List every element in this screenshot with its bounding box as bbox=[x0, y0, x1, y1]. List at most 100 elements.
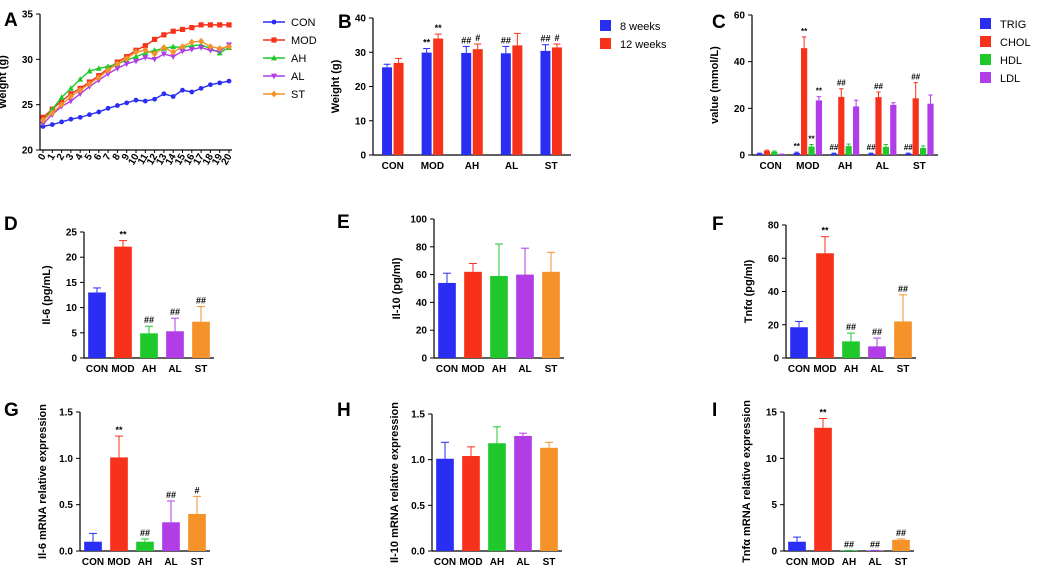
panel-g-bar-st bbox=[188, 513, 206, 551]
panel-a-ah-point bbox=[58, 94, 65, 100]
panel-a-st-point bbox=[133, 48, 139, 56]
panel-c-legend-swatch bbox=[980, 36, 991, 47]
panel-e-ytick-label: 20 bbox=[416, 326, 428, 337]
panel-a-legend-point bbox=[271, 19, 277, 25]
panel-a-legend-label: CON bbox=[291, 17, 316, 29]
panel-e-ytick-label: 100 bbox=[410, 215, 427, 226]
panel-i-bar-mod bbox=[814, 427, 832, 551]
panel-f-bar-st bbox=[894, 321, 912, 358]
panel-a-xtick-label: 19 bbox=[210, 152, 225, 168]
panel-d-bar-con bbox=[88, 292, 106, 358]
panel-b-ytick-label: 20 bbox=[355, 82, 367, 93]
panel-h: 0.0 0.5 1.0 1.5 Il-10 mRNA relative expressi… bbox=[337, 400, 562, 568]
panel-a-con-point bbox=[142, 98, 148, 104]
panel-f-significance-mark: ## bbox=[846, 322, 856, 332]
panel-h-y-axis-label: Il-10 mRNA relative expression bbox=[389, 402, 401, 563]
panel-c-significance-mark: ## bbox=[867, 143, 876, 152]
panel-a-st-point bbox=[142, 46, 149, 54]
panel-h-xtick-label: MOD bbox=[459, 557, 482, 568]
panel-a-al-point bbox=[160, 51, 167, 58]
panel-a-al-point bbox=[142, 55, 149, 61]
panel-a-st-point bbox=[49, 109, 56, 117]
panel-a-al-point bbox=[198, 45, 205, 51]
panel-c-bar-trig bbox=[868, 153, 875, 155]
panel-f-xtick-label: ST bbox=[897, 364, 910, 375]
panel-d-ytick-label: 0 bbox=[71, 354, 77, 365]
panel-e-panel-label: E bbox=[337, 212, 350, 233]
panel-b-significance-mark: ## bbox=[501, 35, 511, 45]
panel-a-con-point bbox=[161, 91, 167, 97]
panel-a-al-point bbox=[123, 61, 130, 68]
panel-c-ytick-label: 40 bbox=[734, 57, 746, 68]
panel-a-al-point bbox=[40, 121, 46, 127]
panel-a-ah-point bbox=[95, 65, 102, 71]
panel-c-legend-swatch bbox=[980, 72, 991, 83]
panel-b-legend-label: 8 weeks bbox=[620, 21, 661, 33]
panel-g-significance-mark: ** bbox=[115, 425, 123, 435]
panel-g-y-axis-label: Il-6 mRNA relative expression bbox=[37, 404, 49, 559]
panel-i: 0 5 10 15 Tnfα mRNA relative expression I CON M… bbox=[712, 400, 914, 568]
panel-e-ytick-label: 40 bbox=[416, 298, 428, 309]
panel-a-xtick-label: 0 bbox=[36, 152, 49, 163]
panel-a-xtick-label: 8 bbox=[111, 152, 124, 163]
panel-c-bar-chol bbox=[875, 97, 882, 155]
panel-i-significance-mark: ## bbox=[896, 528, 906, 538]
panel-d-ytick-label: 10 bbox=[66, 303, 78, 314]
panel-a-ytick-label: 20 bbox=[22, 146, 34, 157]
panel-a-mod-point bbox=[189, 25, 195, 31]
panel-e-xtick-label: MOD bbox=[461, 364, 484, 375]
panel-i-significance-mark: ## bbox=[844, 539, 854, 549]
panel-g-ytick-label: 0.0 bbox=[59, 547, 73, 558]
panel-b-ytick-label: 0 bbox=[360, 151, 366, 162]
panel-i-significance-mark: ## bbox=[870, 539, 880, 549]
panel-a-con-point bbox=[180, 87, 185, 93]
panel-g-bar-mod bbox=[110, 457, 128, 551]
panel-c-bar-ldl bbox=[890, 104, 897, 155]
panel-a-con-point bbox=[170, 94, 176, 99]
panel-a-st-point bbox=[188, 38, 195, 46]
panel-a-mod-point bbox=[217, 22, 223, 28]
panel-a-con-point bbox=[124, 100, 130, 106]
panel-a-legend-point bbox=[271, 37, 277, 43]
panel-i-ytick-label: 15 bbox=[766, 408, 778, 419]
panel-a-mod-point bbox=[226, 22, 232, 28]
panel-a-al-point bbox=[151, 56, 158, 63]
panel-a-xtick-label: 10 bbox=[127, 152, 142, 168]
panel-a-xtick-label: 17 bbox=[192, 152, 207, 168]
panel-b-xtick-label: MOD bbox=[421, 161, 444, 172]
panel-a-con-point bbox=[96, 109, 102, 115]
panel-c-bar-ldl bbox=[853, 106, 860, 155]
panel-a-st-point bbox=[179, 43, 186, 51]
panel-a-xtick-label: 9 bbox=[120, 152, 133, 163]
panel-d-significance-mark: ## bbox=[144, 315, 154, 325]
panel-g-xtick-label: CON bbox=[82, 557, 104, 568]
panel-c-significance-mark: ** bbox=[816, 87, 823, 96]
panel-g-xtick-label: AL bbox=[164, 557, 177, 568]
panel-g-significance-mark: ## bbox=[140, 528, 150, 538]
panel-a-st-point bbox=[207, 43, 214, 51]
panel-a-ah-point bbox=[77, 76, 84, 82]
panel-b-significance-mark: ** bbox=[423, 37, 431, 47]
panel-c-bar-chol bbox=[801, 48, 808, 156]
panel-a-panel-label: A bbox=[4, 10, 18, 31]
panel-a-st-point bbox=[86, 80, 93, 88]
panel-c-significance-mark: ## bbox=[837, 79, 846, 88]
panel-c-bar-chol bbox=[912, 98, 919, 155]
panel-c-significance-mark: ## bbox=[904, 143, 913, 152]
panel-a-st-point bbox=[105, 66, 112, 74]
panel-d-ytick-label: 25 bbox=[66, 228, 78, 239]
panel-f-panel-label: F bbox=[712, 214, 724, 235]
panel-f-bar-con bbox=[790, 327, 808, 358]
panel-c-legend-label: TRIG bbox=[1000, 19, 1026, 31]
panel-d-xtick-label: CON bbox=[86, 364, 108, 375]
panel-i-panel-label: I bbox=[712, 400, 717, 421]
panel-a-y-axis-label: Weight (g) bbox=[0, 55, 9, 109]
panel-g-significance-mark: ## bbox=[166, 490, 176, 500]
panel-i-xtick-label: MOD bbox=[811, 557, 834, 568]
panel-b-bar-12-weeks bbox=[512, 45, 523, 155]
panel-i-xtick-label: ST bbox=[895, 557, 908, 568]
panel-i-bar-st bbox=[892, 539, 910, 551]
panel-b-bar-12-weeks bbox=[472, 49, 483, 156]
panel-d-ytick-label: 20 bbox=[66, 253, 78, 264]
